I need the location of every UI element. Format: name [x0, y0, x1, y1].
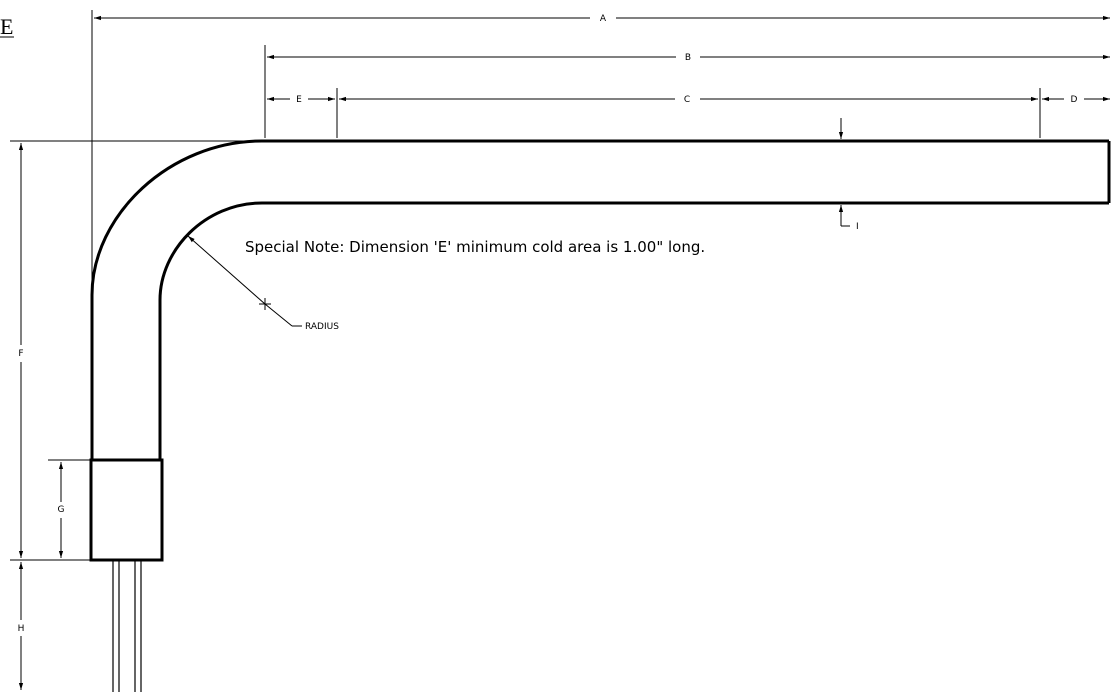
dimension-d-label: D	[1071, 95, 1078, 105]
heater-element	[90, 139, 1111, 460]
element-outer-edge	[90, 139, 1109, 460]
extension-lines	[10, 10, 1041, 561]
lead-wires	[112, 560, 142, 692]
element-inner-edge	[158, 201, 1109, 460]
dimension-f-label: F	[18, 349, 23, 359]
dimension-c-label: C	[684, 95, 690, 105]
dimension-i	[838, 118, 850, 227]
dimension-i-label: I	[856, 222, 859, 232]
dimension-a-label: A	[600, 14, 607, 24]
special-note: Special Note: Dimension 'E' minimum cold…	[245, 238, 705, 256]
dimension-g-label: G	[58, 505, 65, 515]
dimension-e-label: E	[296, 95, 302, 105]
corner-title: E	[0, 14, 14, 39]
radius-leader	[187, 235, 302, 327]
radius-label: RADIUS	[305, 322, 339, 332]
dimension-b-label: B	[685, 53, 691, 63]
corner-title-text: E	[0, 14, 13, 39]
terminal-block	[89, 458, 164, 562]
dimension-h-label: H	[18, 624, 25, 634]
